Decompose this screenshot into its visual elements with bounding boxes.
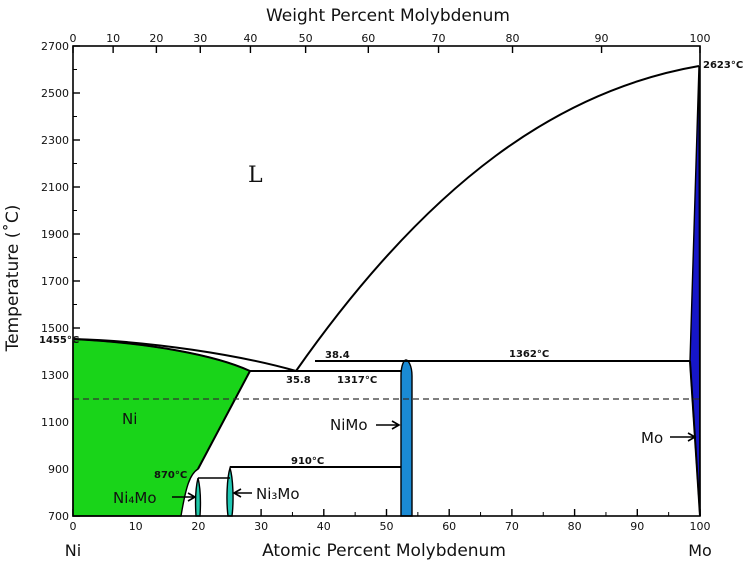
eutectoid-910-label: 910°C [291, 456, 324, 467]
mo-phase-label: Mo [641, 429, 663, 447]
top-tick-label: 0 [70, 32, 77, 45]
plot-frame [72, 45, 701, 517]
bottom-tick-label: 70 [505, 520, 519, 533]
peritectic-1317-label: 1317°C [337, 375, 377, 386]
solidus-ni-side [72, 338, 251, 372]
ni3mo-arrow [232, 488, 252, 498]
nimo-arrow [376, 420, 401, 430]
peritectic-1362-label: 1362°C [509, 349, 549, 360]
bottom-tick-label: 10 [129, 520, 143, 533]
top-tick-label: 20 [149, 32, 163, 45]
ni3mo-phase-label: Ni₃Mo [256, 485, 300, 503]
ni-melting-label: 1455°C [39, 335, 79, 346]
left-tick-label: 1700 [41, 275, 69, 288]
nimo-phase-label: NiMo [330, 416, 368, 434]
top-tick-label: 60 [361, 32, 375, 45]
left-axis-title: Temperature (˚C) [2, 205, 23, 353]
left-tick-label: 1500 [41, 322, 69, 335]
mo-end-label: Mo [688, 541, 712, 560]
bottom-tick-label: 40 [317, 520, 331, 533]
bottom-axis-title: Atomic Percent Molybdenum [262, 541, 506, 561]
bottom-tick-label: 0 [70, 520, 77, 533]
left-tick-label: 1300 [41, 369, 69, 382]
bottom-tick-label: 100 [690, 520, 711, 533]
liquidus-mo-side [295, 65, 700, 372]
left-tick-label: 2700 [41, 40, 69, 53]
ni-solid-solution-region [72, 338, 251, 517]
top-tick-label: 100 [690, 32, 711, 45]
left-tick-label: 1900 [41, 228, 69, 241]
bottom-tick-label: 60 [442, 520, 456, 533]
left-tick-label: 2100 [41, 181, 69, 194]
bottom-tick-label: 20 [191, 520, 205, 533]
left-tick-label: 2500 [41, 87, 69, 100]
mo-solvus-line [689, 360, 701, 517]
top-tick-label: 90 [595, 32, 609, 45]
top-tick-label: 40 [243, 32, 257, 45]
top-tick-label: 80 [506, 32, 520, 45]
left-tick-label: 900 [48, 463, 69, 476]
top-axis-title: Weight Percent Molybdenum [266, 6, 510, 26]
left-tick-label: 1100 [41, 416, 69, 429]
top-tick-label: 10 [106, 32, 120, 45]
bottom-tick-label: 30 [254, 520, 268, 533]
bottom-tick-label: 80 [568, 520, 582, 533]
ni4mo-phase-label: Ni₄Mo [113, 489, 157, 507]
top-tick-label: 30 [193, 32, 207, 45]
ni4mo-arrow [172, 492, 197, 502]
ni-end-label: Ni [65, 541, 81, 560]
top-tick-label: 50 [299, 32, 313, 45]
liquid-phase-label: L [248, 163, 263, 188]
ni4mo-870-label: 870°C [154, 470, 187, 481]
top-axis-ticks: 0 10 20 30 40 50 60 70 80 90 100 [70, 32, 711, 53]
mo-melting-label: 2623°C [703, 60, 743, 71]
composition-35-8-label: 35.8 [286, 375, 311, 386]
left-tick-label: 2300 [41, 134, 69, 147]
bottom-tick-label: 50 [380, 520, 394, 533]
left-axis-ticks: 700 900 1100 1300 1500 1700 1900 2100 2300 2500 27… [41, 40, 80, 523]
bottom-tick-label: 90 [630, 520, 644, 533]
mo-arrow [670, 432, 697, 442]
composition-38-4-label: 38.4 [325, 350, 350, 361]
ni-solvus-line [197, 370, 251, 470]
ni-phase-label: Ni [122, 410, 137, 428]
nimo-phase-region [400, 359, 413, 517]
top-tick-label: 70 [432, 32, 446, 45]
ni3mo-phase-region [226, 465, 234, 517]
left-tick-label: 700 [48, 510, 69, 523]
